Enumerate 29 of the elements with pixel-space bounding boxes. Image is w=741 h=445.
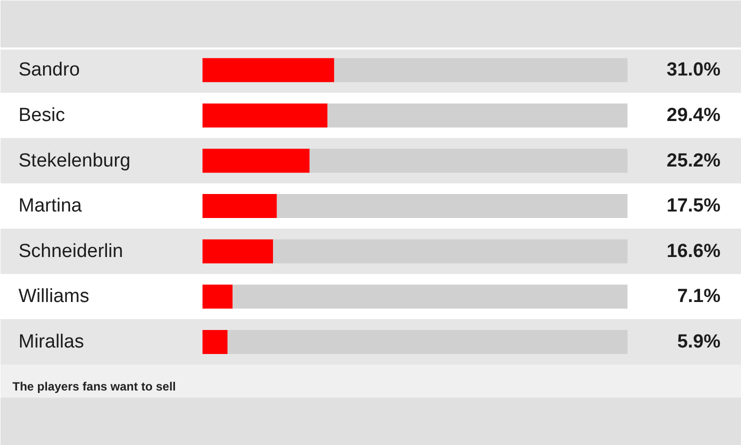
data-label: 29.4% [666, 104, 721, 126]
data-label: 5.9% [677, 331, 721, 352]
text: The players fans want to sell [12, 380, 176, 394]
bar [202, 284, 233, 309]
bar [276, 194, 628, 218]
bar [202, 330, 228, 354]
bar [310, 148, 628, 173]
bar [202, 194, 277, 218]
data-label: 31.0% [666, 60, 721, 81]
y-tick-label: Besic [18, 104, 65, 126]
data-label: 17.5% [666, 196, 721, 217]
bar [202, 239, 274, 264]
bar [228, 330, 628, 354]
bar [327, 103, 628, 128]
bar [273, 239, 628, 264]
bar [202, 58, 334, 82]
y-tick-label: Williams [18, 286, 90, 308]
bar [232, 284, 628, 309]
data-label: 25.2% [666, 150, 721, 172]
y-tick-label: Stekelenburg [18, 150, 130, 172]
y-tick-label: Sandro [18, 60, 80, 81]
y-tick-label: Schneiderlin [18, 240, 124, 262]
bar [202, 148, 310, 173]
y-tick-label: Martina [18, 196, 82, 217]
data-label: 7.1% [677, 286, 721, 308]
y-tick-label: Mirallas [18, 331, 84, 352]
data-label: 16.6% [666, 240, 721, 262]
bar [334, 58, 628, 82]
bar [202, 103, 328, 128]
